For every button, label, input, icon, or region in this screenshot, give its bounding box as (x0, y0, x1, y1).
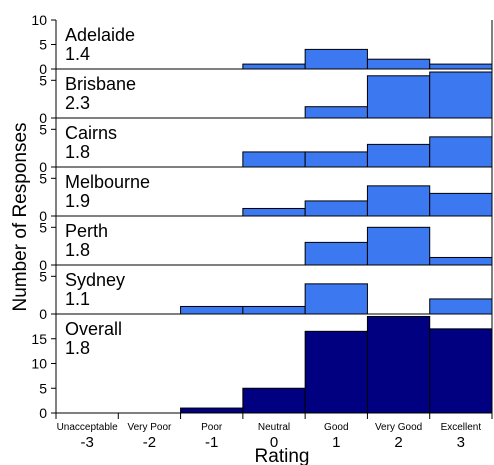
x-category-name: Unacceptable (57, 422, 119, 433)
x-category-name: Very Poor (127, 422, 172, 433)
y-tick-label: 0 (39, 405, 47, 421)
x-category-name: Poor (201, 422, 223, 433)
x-category-name: Very Good (375, 422, 422, 433)
x-axis-title: Rating (255, 446, 310, 465)
panel-name-label: Melbourne (65, 172, 150, 192)
bar-adelaide-1 (304, 48, 368, 70)
bar-overall-2 (366, 315, 431, 414)
x-category-name: Good (324, 422, 348, 433)
y-tick-label: 5 (39, 37, 47, 53)
bar-adelaide-0 (242, 63, 306, 70)
x-category-name: Neutral (258, 422, 290, 433)
y-tick-label: 5 (39, 121, 47, 137)
y-tick-label: 0 (39, 61, 47, 77)
bar-melbourne-1 (304, 200, 368, 217)
x-category-value: -3 (80, 434, 93, 451)
panel-name-label: Cairns (65, 123, 117, 143)
bar-brisbane-3 (429, 71, 493, 119)
y-tick-label: 5 (39, 380, 47, 396)
x-category-name: Excellent (441, 422, 482, 433)
y-tick-label: 0 (39, 257, 47, 273)
y-tick-label: 0 (39, 208, 47, 224)
y-tick-label: 5 (39, 268, 47, 284)
bar-overall-1 (304, 330, 368, 414)
y-tick-label: 5 (39, 170, 47, 186)
y-tick-label: 0 (39, 159, 47, 175)
x-category-value: 3 (457, 434, 465, 451)
y-axis-title: Number of Responses (10, 122, 31, 311)
bar-cairns-2 (366, 143, 431, 168)
bar-overall--1 (180, 407, 244, 414)
panel-mean-label: 1.1 (65, 289, 90, 309)
bar-adelaide-2 (366, 58, 431, 70)
bar-cairns-0 (242, 151, 306, 168)
bar-melbourne-2 (366, 185, 431, 217)
y-tick-label: 0 (39, 306, 47, 322)
bar-cairns-3 (429, 136, 493, 168)
bar-sydney-0 (242, 305, 306, 315)
panel-mean-label: 1.8 (65, 338, 90, 358)
y-tick-label: 10 (31, 12, 47, 28)
y-tick-label: 5 (39, 219, 47, 235)
y-tick-label: 0 (39, 110, 47, 126)
bar-melbourne-0 (242, 207, 306, 217)
panel-mean-label: 1.4 (65, 44, 90, 64)
x-category-value: 1 (332, 434, 340, 451)
bar-melbourne-3 (429, 192, 493, 217)
panel-name-label: Perth (65, 221, 108, 241)
bar-overall-0 (242, 387, 306, 414)
y-tick-label: 10 (31, 356, 47, 372)
panel-name-label: Sydney (65, 270, 125, 290)
y-tick-label: 5 (39, 72, 47, 88)
bar-brisbane-2 (366, 75, 431, 119)
x-category-value: -2 (143, 434, 156, 451)
bar-overall-3 (429, 328, 493, 414)
panel-name-label: Overall (65, 319, 122, 339)
bar-sydney-1 (304, 283, 368, 315)
panel-mean-label: 2.3 (65, 93, 90, 113)
panel-name-label: Brisbane (65, 74, 136, 94)
y-tick-label: 15 (31, 331, 47, 347)
bar-sydney--1 (180, 305, 244, 315)
bar-perth-2 (366, 226, 431, 266)
bar-sydney-3 (429, 298, 493, 315)
x-category-value: 2 (394, 434, 402, 451)
bar-perth-3 (429, 256, 493, 266)
bar-adelaide-3 (429, 63, 493, 70)
bar-cairns-1 (304, 151, 368, 168)
panel-name-label: Adelaide (65, 25, 135, 45)
x-category-value: -1 (205, 434, 218, 451)
panel-mean-label: 1.8 (65, 240, 90, 260)
bar-perth-1 (304, 241, 368, 266)
x-category-value: 0 (270, 434, 278, 451)
panel-mean-label: 1.8 (65, 142, 90, 162)
bar-brisbane-1 (304, 106, 368, 119)
panel-mean-label: 1.9 (65, 191, 90, 211)
